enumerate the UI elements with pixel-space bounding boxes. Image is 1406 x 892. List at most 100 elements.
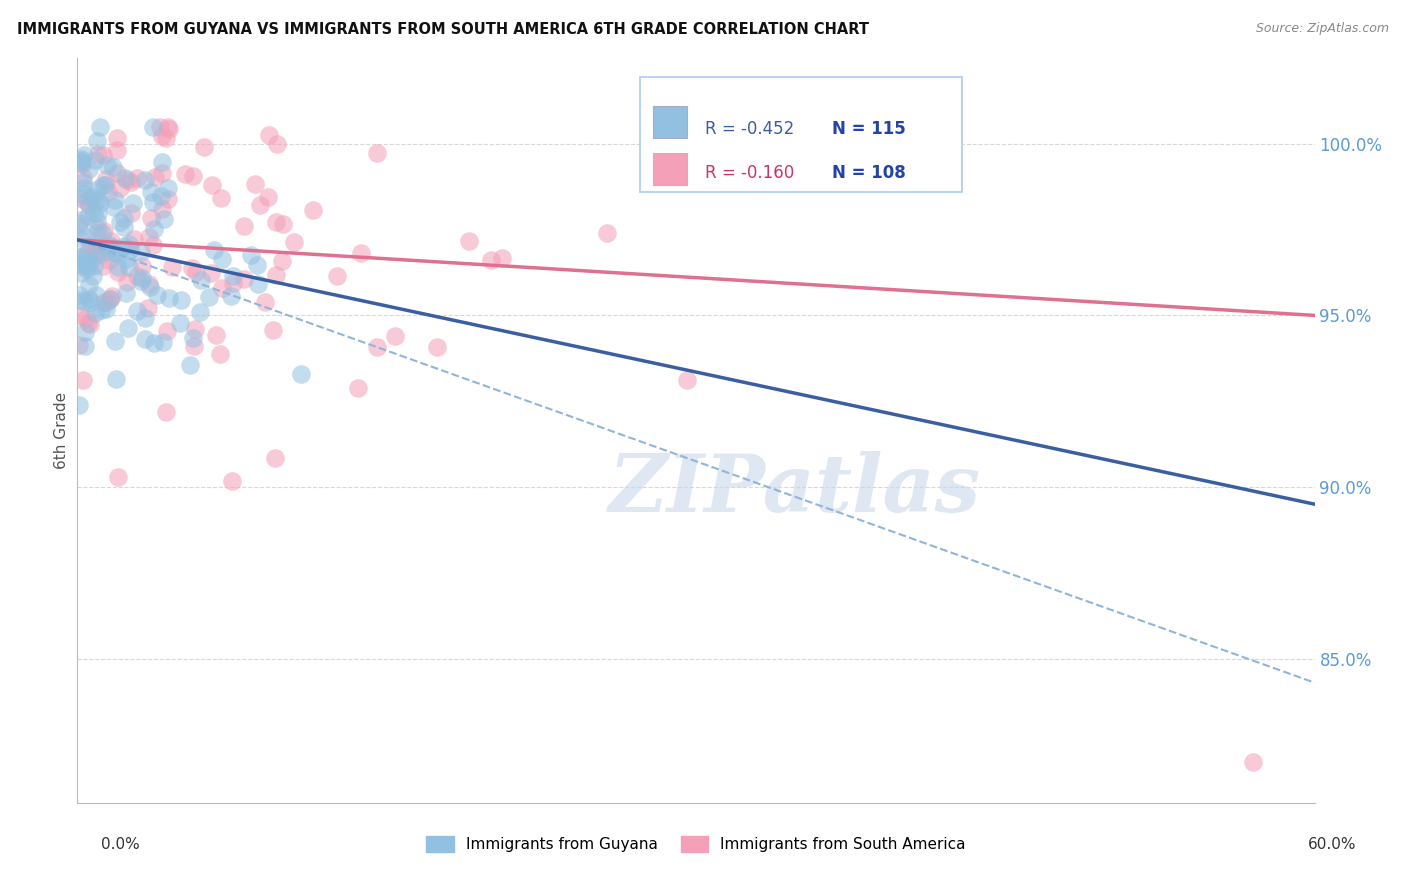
Point xyxy=(76,311,98,326)
Point xyxy=(77,196,100,211)
Point xyxy=(122,196,145,211)
Point xyxy=(188,305,211,319)
Point xyxy=(83,206,105,220)
Point xyxy=(67,398,90,412)
Point xyxy=(107,469,129,483)
Point xyxy=(93,148,115,162)
Point xyxy=(233,219,256,233)
FancyBboxPatch shape xyxy=(652,153,688,185)
Point xyxy=(101,160,124,174)
Point xyxy=(75,339,97,353)
Point xyxy=(150,165,173,179)
Point xyxy=(101,240,124,254)
Point xyxy=(426,340,449,354)
Point xyxy=(181,169,204,184)
Point xyxy=(75,194,97,209)
Point xyxy=(366,341,388,355)
Point xyxy=(69,155,91,169)
Point xyxy=(273,217,295,231)
Point xyxy=(100,234,122,248)
Point xyxy=(249,198,271,212)
Y-axis label: 6th Grade: 6th Grade xyxy=(53,392,69,469)
Point xyxy=(184,322,207,336)
Point xyxy=(107,247,129,261)
Text: 60.0%: 60.0% xyxy=(1309,837,1357,852)
Point xyxy=(143,170,166,185)
Point xyxy=(69,213,91,227)
Point xyxy=(97,185,120,199)
Point xyxy=(200,178,222,193)
Point xyxy=(84,287,107,301)
Point xyxy=(70,259,93,273)
Point xyxy=(67,191,90,205)
Point xyxy=(174,167,197,181)
Point xyxy=(155,405,177,419)
Point xyxy=(79,255,101,269)
Point xyxy=(184,265,207,279)
Point xyxy=(98,292,121,306)
Point xyxy=(89,120,111,134)
Point xyxy=(149,120,172,134)
Point xyxy=(93,295,115,310)
Point xyxy=(676,373,699,387)
Point xyxy=(86,213,108,227)
Point xyxy=(77,161,100,176)
Point xyxy=(103,200,125,214)
Point xyxy=(108,181,131,195)
Point xyxy=(112,211,135,226)
Point xyxy=(84,195,107,210)
Point xyxy=(256,190,278,204)
Point xyxy=(67,216,90,230)
Point xyxy=(209,191,232,205)
Point xyxy=(221,475,243,489)
Text: R = -0.160: R = -0.160 xyxy=(704,164,794,183)
Point xyxy=(134,310,156,325)
Point xyxy=(77,292,100,306)
Point xyxy=(90,302,112,317)
Point xyxy=(86,222,108,236)
Point xyxy=(72,373,94,387)
Point xyxy=(70,156,93,170)
Point xyxy=(96,301,118,316)
Point xyxy=(67,231,90,245)
Point xyxy=(262,323,284,337)
Point xyxy=(202,244,225,258)
Point xyxy=(346,380,368,394)
Point xyxy=(479,253,502,268)
Point xyxy=(157,192,180,206)
Point xyxy=(98,253,121,268)
Point xyxy=(170,293,193,307)
Point xyxy=(70,154,93,169)
Point xyxy=(350,246,373,260)
Point xyxy=(86,244,108,259)
Point xyxy=(124,232,146,246)
Point xyxy=(70,153,93,167)
Point xyxy=(75,230,97,244)
Point xyxy=(266,268,288,282)
Point xyxy=(205,328,228,343)
Point xyxy=(107,265,129,279)
Point xyxy=(105,143,128,157)
Point xyxy=(142,222,165,236)
Point xyxy=(264,215,287,229)
Text: IMMIGRANTS FROM GUYANA VS IMMIGRANTS FROM SOUTH AMERICA 6TH GRADE CORRELATION CH: IMMIGRANTS FROM GUYANA VS IMMIGRANTS FRO… xyxy=(17,22,869,37)
Point xyxy=(96,295,118,310)
Text: ZIPatlas: ZIPatlas xyxy=(609,451,981,529)
Point xyxy=(197,290,219,304)
Point xyxy=(73,294,96,309)
Point xyxy=(179,358,201,372)
Point xyxy=(232,272,254,286)
Point xyxy=(112,239,135,253)
Point xyxy=(82,268,104,283)
Point xyxy=(290,367,312,381)
Point xyxy=(193,140,215,154)
Point xyxy=(76,247,98,261)
Point xyxy=(200,266,222,280)
Point xyxy=(105,166,128,180)
Point xyxy=(149,189,172,203)
Point xyxy=(69,256,91,270)
Point xyxy=(72,175,94,189)
Point xyxy=(73,181,96,195)
Point xyxy=(240,248,263,262)
Point xyxy=(302,203,325,218)
